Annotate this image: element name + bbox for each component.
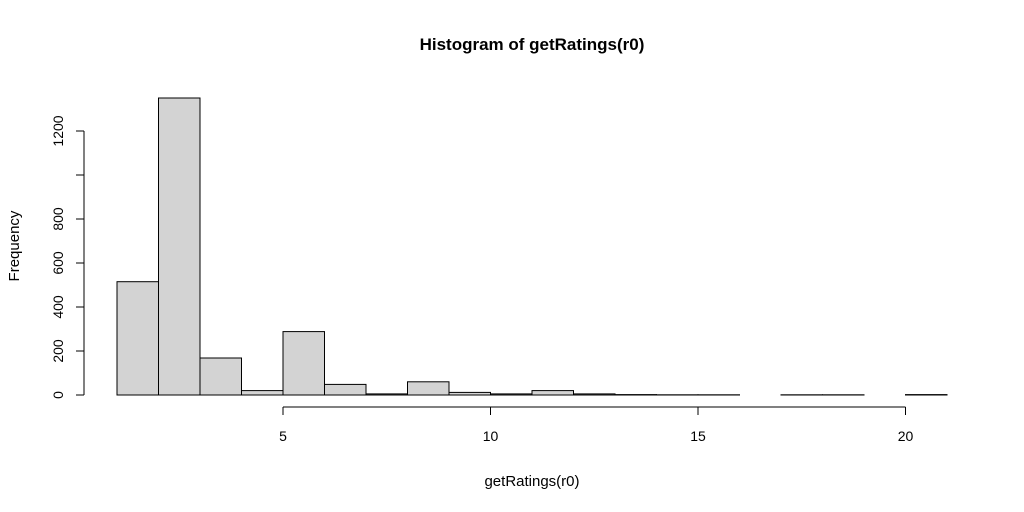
y-axis: 0 200 400 600 800 1200 [50,115,85,399]
histogram-bar [407,381,450,396]
histogram-bar [241,390,284,396]
histogram-bar [490,393,533,396]
x-tick-label: 5 [279,428,287,444]
histogram-bar [531,390,574,396]
y-tick-label: 200 [50,339,66,363]
histogram-bar [116,281,159,396]
x-tick-label: 10 [483,428,499,444]
histogram-bar [448,391,491,396]
histogram-bar [324,383,367,396]
x-tick-label: 15 [690,428,706,444]
y-tick-label: 1200 [50,115,66,146]
histogram-bar [282,331,325,396]
histogram-bar [199,357,242,396]
bars-group [116,97,948,396]
chart-title: Histogram of getRatings(r0) [420,35,645,54]
histogram-bar [365,393,408,396]
histogram-bar [158,97,201,396]
y-tick-label: 0 [50,391,66,399]
y-tick-label: 400 [50,295,66,319]
histogram-bar [573,393,616,396]
y-tick-label: 600 [50,251,66,275]
x-tick-label: 20 [898,428,914,444]
y-tick-label: 800 [50,207,66,231]
x-axis: 5 10 15 20 [279,406,914,444]
y-axis-label: Frequency [6,210,23,281]
x-axis-label: getRatings(r0) [484,473,579,490]
